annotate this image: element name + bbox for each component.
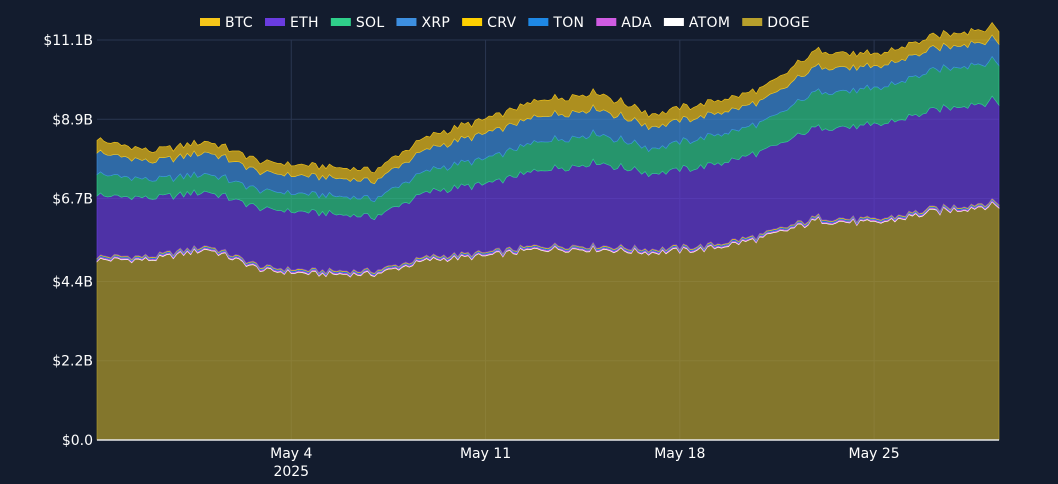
legend-swatch (742, 18, 763, 26)
legend-label: XRP (421, 15, 450, 31)
y-tick-label: $11.1B (43, 33, 93, 49)
axis-layer: $0.0 $2.2B $4.4B $6.7B $8.9B $11.1B May 4 May 1… (43, 33, 999, 480)
area-layer (96, 21, 1000, 441)
legend-label: CRV (487, 15, 516, 31)
legend-item-eth: ETH (265, 15, 319, 31)
legend-label: SOL (356, 15, 385, 31)
x-tick-label: May 11 (460, 446, 511, 462)
y-tick-label: $2.2B (52, 354, 93, 370)
legend-item-ton: TON (528, 15, 584, 31)
y-tick-label: $8.9B (52, 112, 93, 128)
legend-swatch (663, 18, 684, 26)
area-btc (96, 21, 1000, 185)
legend-item-doge: DOGE (742, 15, 810, 31)
legend-item-ada: ADA (596, 15, 652, 31)
legend-swatch (200, 18, 220, 26)
legend-swatch (462, 18, 483, 26)
legend-swatch (596, 18, 617, 26)
legend-item-xrp: XRP (396, 15, 450, 31)
legend-swatch (528, 18, 549, 26)
legend-label: TON (552, 15, 584, 31)
legend-label: ADA (621, 15, 652, 31)
legend-label: DOGE (767, 15, 810, 31)
y-tick-label: $4.4B (52, 274, 93, 290)
x-year-label: 2025 (273, 464, 309, 480)
x-tick-label: May 25 (848, 446, 899, 462)
y-tick-label: $0.0 (62, 433, 93, 449)
x-tick-label: May 18 (654, 446, 705, 462)
legend-swatch (330, 18, 351, 26)
legend-swatch (396, 18, 417, 26)
legend-item-sol: SOL (330, 15, 385, 31)
legend: BTC ETH SOL XRP CRV TON ADA ATOM DOGE (200, 15, 810, 31)
legend-item-btc: BTC (200, 15, 253, 31)
legend-label: BTC (225, 15, 253, 31)
legend-label: ATOM (689, 15, 730, 31)
legend-label: ETH (290, 15, 319, 31)
legend-swatch (265, 18, 286, 26)
y-tick-label: $6.7B (52, 192, 93, 208)
x-tick-label: May 4 (270, 446, 312, 462)
legend-item-atom: ATOM (663, 15, 730, 31)
legend-item-crv: CRV (462, 15, 516, 31)
